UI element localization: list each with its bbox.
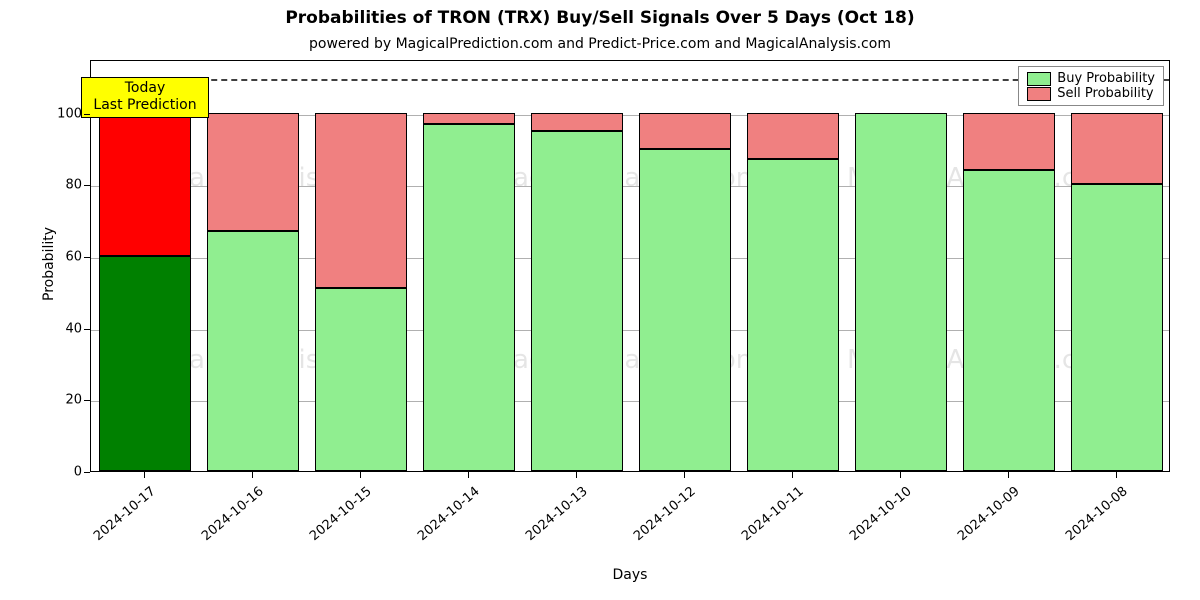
x-tick-label: 2024-10-11 [724, 484, 806, 557]
y-tick-label: 60 [50, 250, 82, 265]
x-tick-mark [1116, 472, 1117, 478]
x-tick-label: 2024-10-08 [1048, 484, 1130, 557]
bar-buy [855, 113, 948, 471]
y-tick-mark [84, 329, 90, 330]
legend-item: Buy Probability [1027, 71, 1155, 86]
x-tick-label: 2024-10-09 [940, 484, 1022, 557]
plot-area: MagicalAnalysis.comMagicalAnalysis.comMa… [90, 60, 1170, 472]
chart-title: Probabilities of TRON (TRX) Buy/Sell Sig… [0, 8, 1200, 28]
bar-sell [531, 113, 624, 131]
y-tick-mark [84, 472, 90, 473]
bar-buy [423, 124, 516, 472]
x-tick-mark [252, 472, 253, 478]
annotation-line: Today [88, 80, 202, 98]
x-tick-mark [360, 472, 361, 478]
legend-label: Sell Probability [1057, 86, 1153, 101]
x-tick-mark [144, 472, 145, 478]
bar-buy [963, 170, 1056, 471]
annotation-line: Last Prediction [88, 97, 202, 115]
bar-buy [1071, 184, 1164, 471]
today-annotation: TodayLast Prediction [81, 77, 209, 118]
bar-buy [639, 149, 732, 471]
x-tick-mark [792, 472, 793, 478]
y-tick-mark [84, 400, 90, 401]
x-axis-label: Days [90, 567, 1170, 583]
x-tick-mark [468, 472, 469, 478]
legend-swatch [1027, 87, 1051, 101]
y-tick-label: 80 [50, 178, 82, 193]
legend-swatch [1027, 72, 1051, 86]
bar [1071, 59, 1164, 471]
x-tick-mark [576, 472, 577, 478]
y-tick-label: 20 [50, 393, 82, 408]
chart-subtitle: powered by MagicalPrediction.com and Pre… [0, 36, 1200, 52]
bar [99, 59, 192, 471]
bar-buy [315, 288, 408, 471]
y-tick-label: 0 [50, 465, 82, 480]
y-tick-mark [84, 114, 90, 115]
legend-item: Sell Probability [1027, 86, 1155, 101]
bar-sell [315, 113, 408, 289]
x-tick-label: 2024-10-16 [184, 484, 266, 557]
bar-sell [423, 113, 516, 124]
bar-sell [747, 113, 840, 160]
bar-sell [963, 113, 1056, 170]
x-tick-mark [684, 472, 685, 478]
bar [639, 59, 732, 471]
chart-figure: Probabilities of TRON (TRX) Buy/Sell Sig… [0, 0, 1200, 600]
bar-sell [207, 113, 300, 231]
bar-buy [747, 159, 840, 471]
bar [747, 59, 840, 471]
x-tick-label: 2024-10-17 [76, 484, 158, 557]
x-tick-label: 2024-10-10 [832, 484, 914, 557]
x-tick-mark [900, 472, 901, 478]
x-tick-label: 2024-10-12 [616, 484, 698, 557]
bar [963, 59, 1056, 471]
bar-buy [531, 131, 624, 471]
bar-buy [207, 231, 300, 471]
bar [315, 59, 408, 471]
bar-buy [99, 256, 192, 471]
legend: Buy ProbabilitySell Probability [1018, 66, 1164, 106]
bar [423, 59, 516, 471]
legend-label: Buy Probability [1057, 71, 1155, 86]
y-tick-label: 40 [50, 321, 82, 336]
y-tick-label: 100 [50, 106, 82, 121]
x-tick-label: 2024-10-13 [508, 484, 590, 557]
bar [531, 59, 624, 471]
bar [207, 59, 300, 471]
x-tick-label: 2024-10-15 [292, 484, 374, 557]
bar-sell [1071, 113, 1164, 185]
bar-sell [639, 113, 732, 149]
bar [855, 59, 948, 471]
x-tick-label: 2024-10-14 [400, 484, 482, 557]
y-tick-mark [84, 257, 90, 258]
y-tick-mark [84, 185, 90, 186]
x-tick-mark [1008, 472, 1009, 478]
